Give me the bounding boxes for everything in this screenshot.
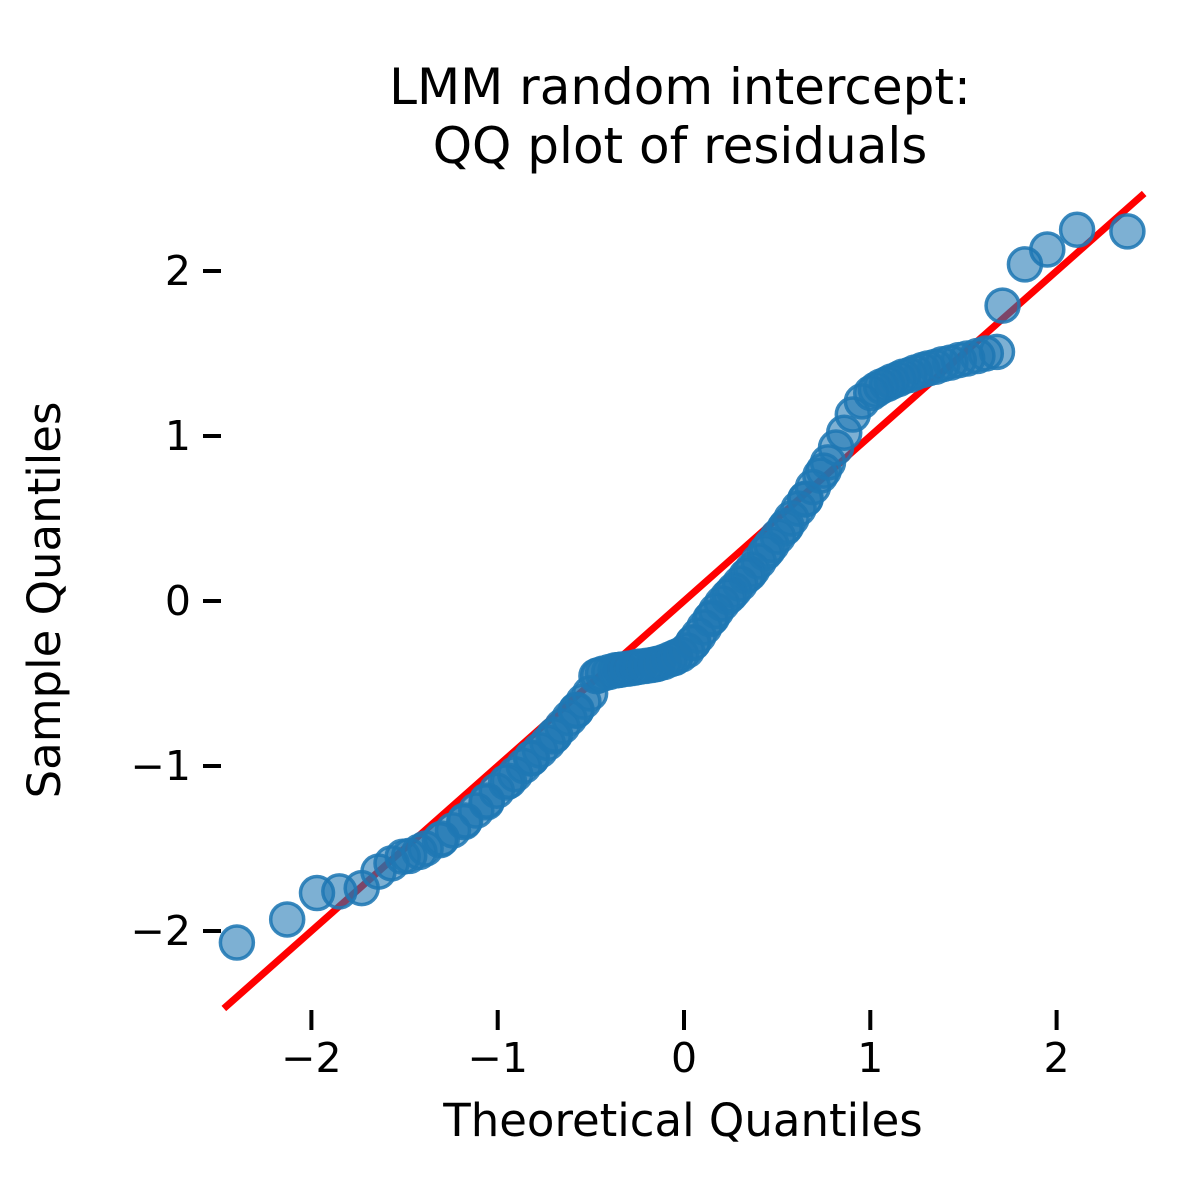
y-tick-label: 2 (165, 247, 191, 295)
y-tick-label: −2 (131, 907, 191, 955)
x-tick-label: 1 (857, 1034, 883, 1082)
data-point (218, 924, 256, 961)
data-point (1029, 231, 1066, 268)
x-tick-label: −1 (467, 1034, 527, 1082)
data-point (1109, 213, 1146, 250)
data-point (268, 901, 306, 938)
y-tick-label: 1 (165, 412, 191, 460)
y-tick-label: −1 (131, 742, 191, 790)
x-tick-label: −2 (281, 1034, 341, 1082)
scatter-points (218, 211, 1146, 961)
y-tick-label: 0 (165, 577, 191, 625)
y-axis-ticks: −2 −1 0 1 2 (131, 247, 221, 955)
data-point (978, 333, 1016, 371)
x-tick-label: 2 (1044, 1034, 1070, 1082)
x-axis-ticks: −2 −1 0 1 2 (281, 1010, 1070, 1082)
chart-title-line1: LMM random intercept: (389, 58, 971, 116)
data-point (1058, 211, 1096, 248)
x-axis-label: Theoretical Quantiles (442, 1094, 923, 1147)
chart-title-line2: QQ plot of residuals (433, 117, 928, 175)
data-point (984, 287, 1021, 324)
y-axis-label: Sample Quantiles (18, 402, 71, 799)
x-tick-label: 0 (671, 1034, 697, 1082)
